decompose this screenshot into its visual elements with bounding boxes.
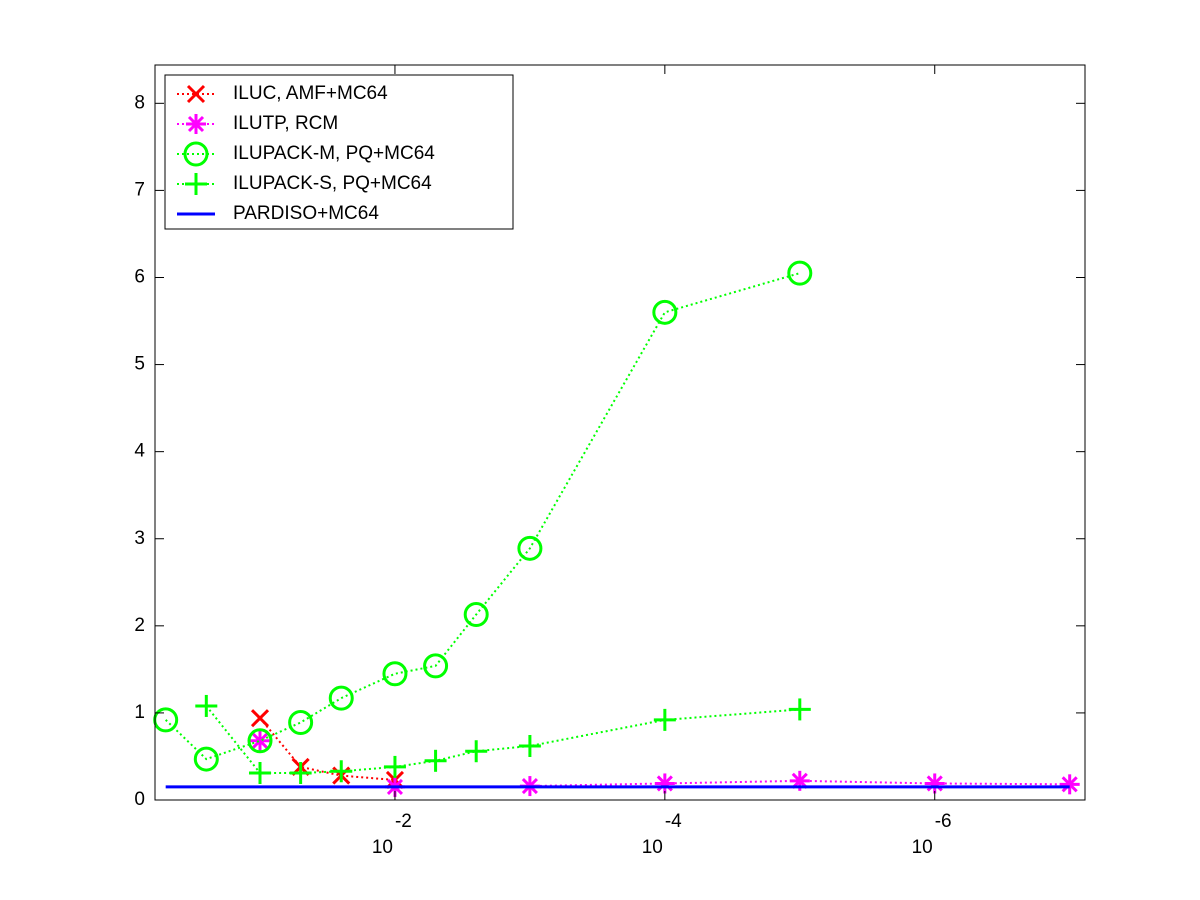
marker-stroke <box>1061 776 1078 793</box>
marker-circle <box>288 709 314 735</box>
marker <box>1059 774 1080 795</box>
marker <box>186 84 206 104</box>
marker-circle <box>517 535 543 561</box>
marker <box>247 728 273 754</box>
x-tick-exponent: -6 <box>935 811 952 832</box>
series-line <box>205 705 800 775</box>
marker-circle <box>328 685 354 711</box>
marker <box>787 260 813 286</box>
marker <box>250 709 270 728</box>
marker-stroke <box>187 115 205 133</box>
marker-stroke <box>186 84 206 104</box>
marker <box>788 698 811 721</box>
x-tick-label: 10 <box>912 837 933 858</box>
y-tick-label: 7 <box>134 179 145 200</box>
y-tick-label: 5 <box>134 354 145 375</box>
marker <box>652 299 678 325</box>
series-line <box>164 272 801 761</box>
legend-label: ILUPACK-S, PQ+MC64 <box>233 173 432 194</box>
x-tick-label: 10 <box>642 837 663 858</box>
marker-stroke <box>251 732 269 749</box>
marker-circle <box>382 661 408 687</box>
marker <box>383 755 406 778</box>
legend: ILUC, AMF+MC64 ILUTP, RCM ILUPACK-M, PQ+MC… <box>164 74 514 230</box>
plot-area <box>153 260 1080 797</box>
marker-circle <box>463 602 489 628</box>
marker <box>249 762 272 785</box>
marker <box>654 773 675 794</box>
axes-box <box>154 64 1086 801</box>
marker <box>924 773 945 794</box>
y-tick-label: 8 <box>134 92 145 113</box>
marker-circle <box>423 653 449 679</box>
marker <box>195 694 218 717</box>
marker-circle <box>247 728 273 754</box>
marker <box>250 730 271 751</box>
legend-label: ILUPACK-M, PQ+MC64 <box>233 143 435 164</box>
marker <box>423 653 449 679</box>
y-tick-label: 4 <box>134 441 145 462</box>
marker <box>653 708 676 731</box>
marker-circle <box>193 746 219 772</box>
marker <box>289 762 312 785</box>
marker-circle <box>652 299 678 325</box>
y-tick-label: 2 <box>134 615 145 636</box>
marker <box>193 746 219 772</box>
marker <box>463 602 489 628</box>
x-tick-label: 10 <box>372 837 393 858</box>
marker <box>424 749 447 772</box>
marker <box>183 141 209 167</box>
marker <box>288 709 314 735</box>
marker <box>185 173 207 195</box>
legend-label: ILUTP, RCM <box>233 113 338 134</box>
y-tick-label: 0 <box>134 789 145 810</box>
marker-stroke <box>250 709 270 728</box>
marker <box>328 685 354 711</box>
marker-circle <box>183 141 209 167</box>
marker <box>517 535 543 561</box>
marker <box>465 740 488 763</box>
marker <box>382 661 408 687</box>
marker <box>186 114 206 134</box>
marker <box>330 760 353 783</box>
marker-circle <box>787 260 813 286</box>
y-tick-label: 3 <box>134 528 145 549</box>
marker <box>518 735 541 758</box>
legend-label: ILUC, AMF+MC64 <box>233 83 388 104</box>
x-tick-exponent: -2 <box>395 811 412 832</box>
legend-label: PARDISO+MC64 <box>233 203 379 224</box>
series-line <box>259 717 396 781</box>
y-tick-label: 6 <box>134 267 145 288</box>
x-tick-exponent: -4 <box>665 811 682 832</box>
legend-box <box>164 74 514 230</box>
y-tick-label: 1 <box>134 702 145 723</box>
